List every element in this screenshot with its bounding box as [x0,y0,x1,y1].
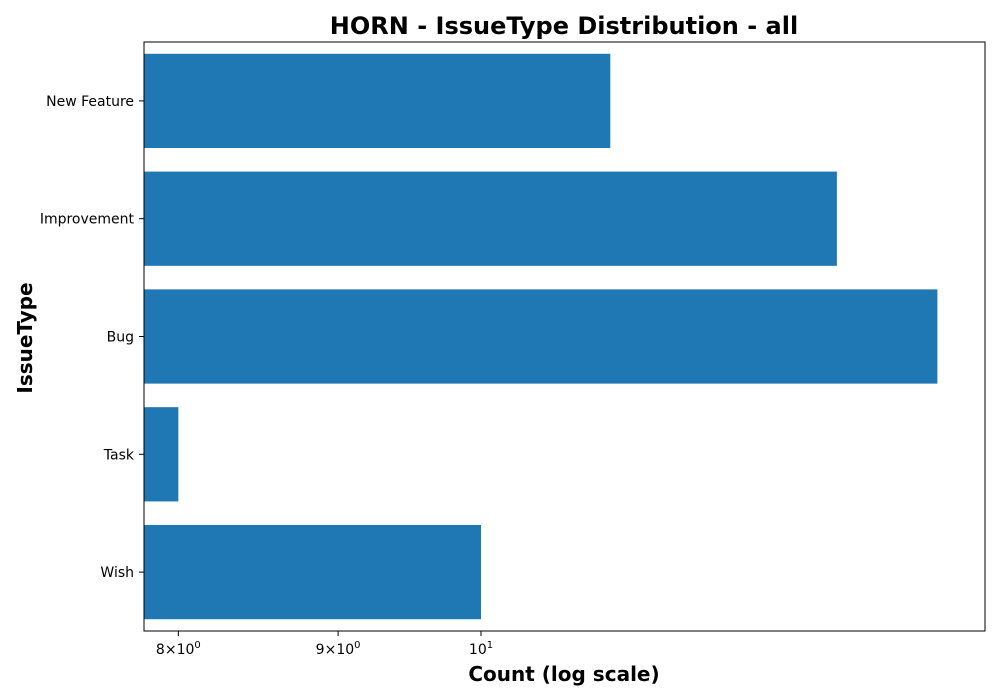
bar-wish [144,524,482,620]
bars-group [144,53,938,620]
y-tick-label: New Feature [46,94,134,110]
bar-task [144,407,179,502]
y-tick-label: Bug [107,330,134,346]
x-tick-label: 101 [469,640,493,658]
y-tick-label: Wish [100,565,134,581]
x-tick-label: 8×100 [156,640,201,658]
bar-improvement [144,171,837,266]
x-ticks-group: 8×100 9×100 101 [156,631,493,658]
y-axis-label: IssueType [13,282,37,393]
y-tick-label: Task [103,447,135,463]
chart-title: HORN - IssueType Distribution - all [330,12,798,40]
bar-new-feature [144,53,611,149]
y-ticks-group: New Feature Improvement Bug Task Wish [40,94,144,581]
bar-bug [144,289,938,384]
x-axis-label: Count (log scale) [468,662,659,686]
plot-frame [143,41,986,632]
y-tick-label: Improvement [40,212,135,228]
x-tick-label: 9×100 [316,640,361,658]
